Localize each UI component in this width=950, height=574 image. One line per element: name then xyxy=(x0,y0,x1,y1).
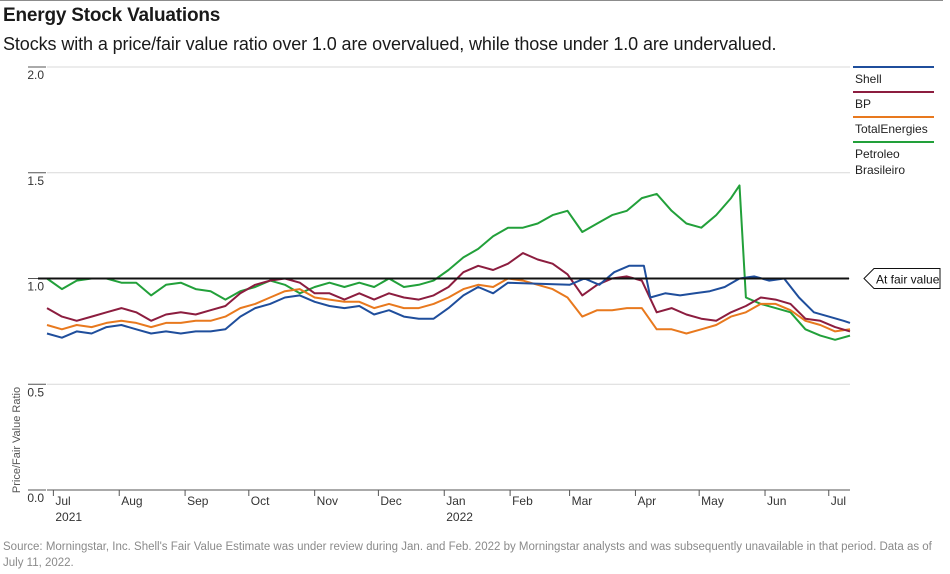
y-tick-label: 0.5 xyxy=(27,385,44,399)
legend-label: BP xyxy=(855,97,871,111)
x-tick-label: Aug xyxy=(121,494,142,508)
chart-title: Energy Stock Valuations xyxy=(3,5,221,26)
x-tick-label: Oct xyxy=(251,494,270,508)
x-tick-label: Apr xyxy=(637,494,656,508)
source-note: Source: Morningstar, Inc. Shell's Fair V… xyxy=(3,541,932,569)
legend-label: TotalEnergies xyxy=(855,122,928,136)
fair-value-reference: At fair value xyxy=(38,268,941,289)
y-tick-labels: 0.0 0.5 1.0 1.5 2.0 xyxy=(27,68,44,505)
x-tick-label: Nov xyxy=(317,494,338,508)
x-tick-label: Sep xyxy=(187,494,209,508)
series-line-shell xyxy=(46,264,851,339)
y-tick-label: 1.0 xyxy=(27,280,44,294)
x-tick-label: Dec xyxy=(380,494,401,508)
chart-legend: Shell BP TotalEnergies Petroleo Brasileiro xyxy=(853,66,934,177)
x-tick-label: Jan xyxy=(446,494,465,508)
y-tick-label: 0.0 xyxy=(27,491,44,505)
series-line-totalenergies xyxy=(46,277,851,335)
x-tick-label: Jul xyxy=(55,494,70,508)
legend-label: Shell xyxy=(855,72,882,86)
grid-lines xyxy=(28,66,850,496)
chart-subtitle: Stocks with a price/fair value ratio ove… xyxy=(3,34,777,54)
y-axis-label: Price/Fair Value Ratio xyxy=(11,387,23,493)
y-tick-label: 2.0 xyxy=(27,68,44,82)
x-tick-labels: Jul 2021 Aug Sep Oct Nov Dec Jan 2022 Feb Mar Apr Ma… xyxy=(55,494,846,524)
x-tick-year-label: 2021 xyxy=(55,510,82,524)
y-tick-label: 1.5 xyxy=(27,174,44,188)
x-tick-year-label: 2022 xyxy=(446,510,473,524)
x-tick-label: Jul xyxy=(831,494,846,508)
reference-callout-box xyxy=(863,268,941,289)
legend-label: Petroleo Brasileiro xyxy=(855,147,905,177)
reference-callout-label: At fair value xyxy=(876,273,940,287)
series-line-petroleo-brasileiro xyxy=(46,184,851,341)
x-tick-label: Mar xyxy=(572,494,593,508)
x-tick-label: Jun xyxy=(767,494,786,508)
series-lines xyxy=(46,184,851,341)
x-tick-label: May xyxy=(701,494,724,508)
x-tick-label: Feb xyxy=(512,494,533,508)
top-rule xyxy=(0,0,943,1)
series-line-bp xyxy=(46,252,851,333)
